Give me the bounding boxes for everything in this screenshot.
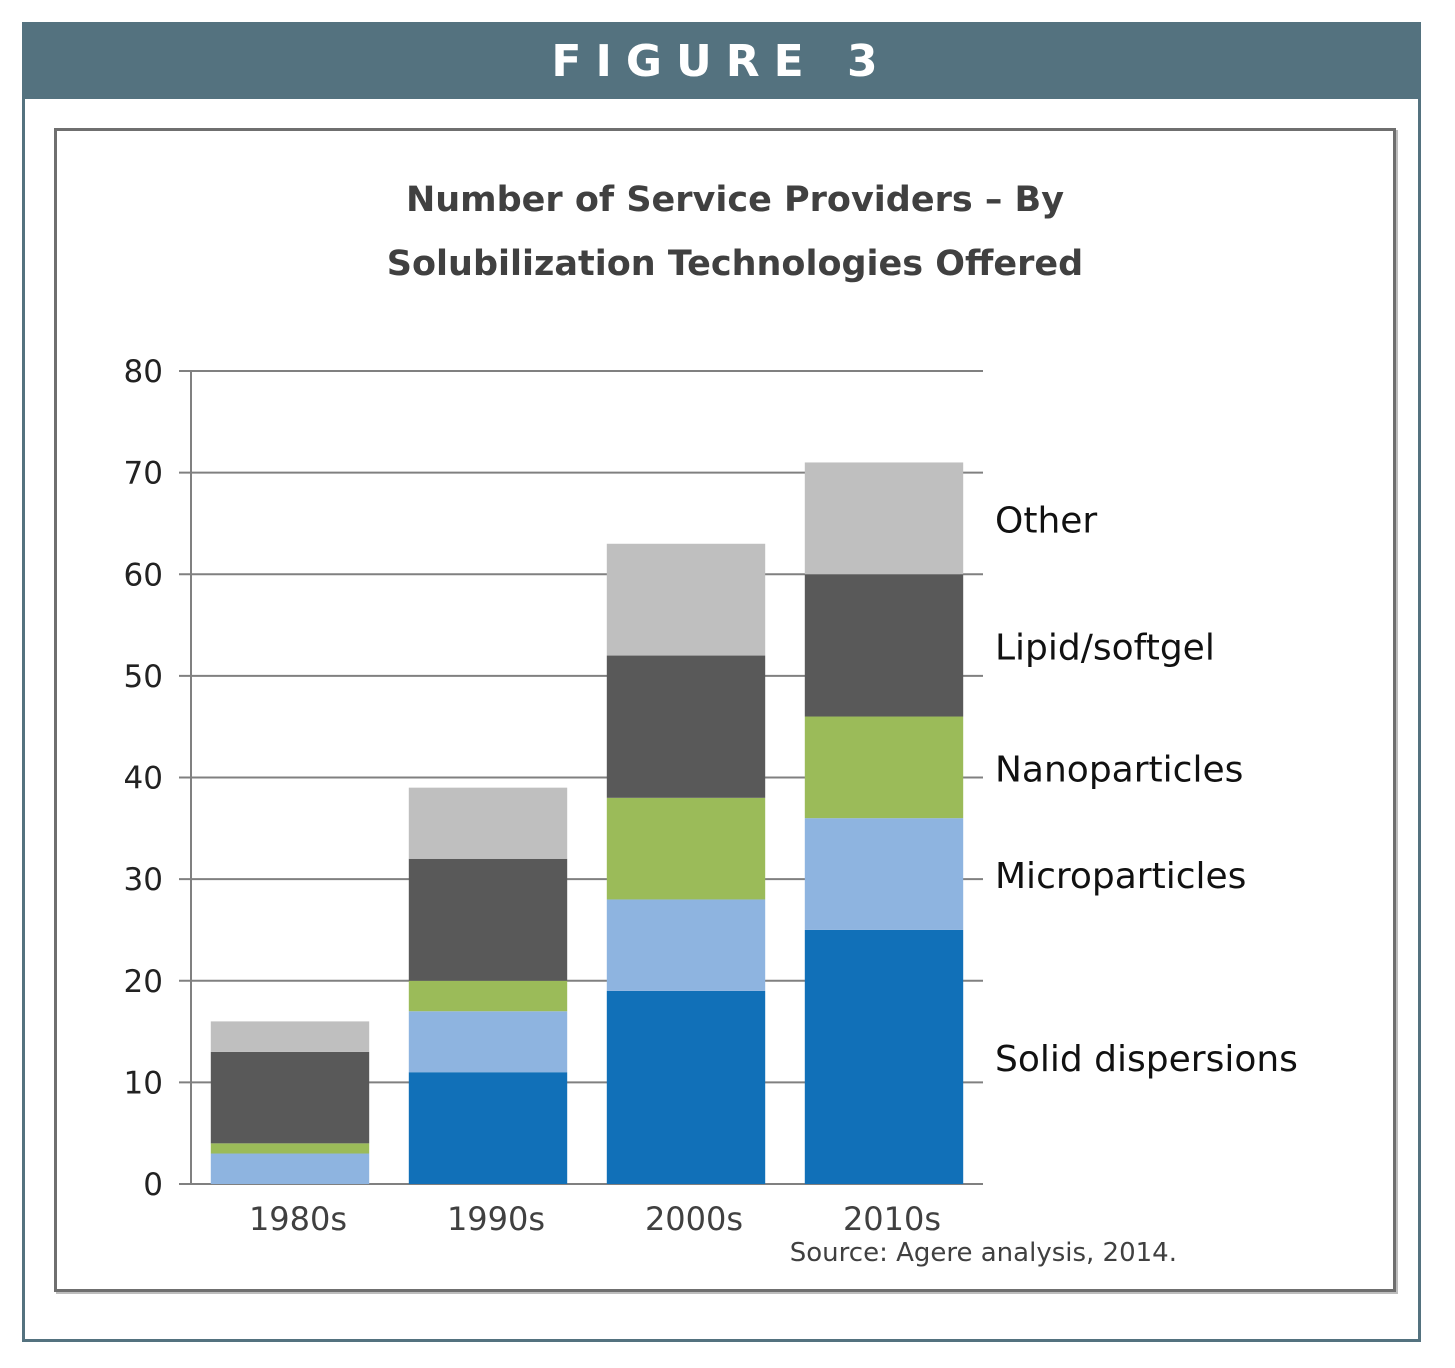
figure-label: FIGURE 3 (25, 25, 1418, 99)
bar-segment (408, 1011, 568, 1073)
bar-segment (804, 716, 964, 819)
bar-segment (606, 990, 766, 1184)
figure-frame: FIGURE 3 Number of Service Providers – B… (22, 22, 1421, 1342)
chart-title-line-2: Solubilization Technologies Offered (387, 244, 1083, 284)
bar-segment (606, 655, 766, 798)
series-label: Solid dispersions (995, 1039, 1298, 1080)
bar-segment (606, 543, 766, 656)
chart-title-line-1: Number of Service Providers – By (406, 180, 1064, 220)
bar-segment (804, 574, 964, 717)
bar-segment (210, 1153, 370, 1184)
y-tick-label: 0 (143, 1167, 163, 1203)
x-category-label: 1980s (249, 1200, 347, 1238)
bar-segment (804, 818, 964, 930)
bar-segment (408, 858, 568, 981)
bar-segment (210, 1143, 370, 1154)
series-label: Other (995, 500, 1097, 541)
bar-segment (408, 787, 568, 859)
bar-segment (408, 980, 568, 1012)
bar-segment (210, 1051, 370, 1144)
series-label: Lipid/softgel (995, 627, 1215, 668)
bar-segment (210, 1021, 370, 1052)
x-category-label: 1990s (447, 1200, 545, 1238)
source-note: Source: Agere analysis, 2014. (790, 1238, 1177, 1268)
bar-segment (804, 929, 964, 1184)
y-tick-label: 30 (124, 862, 163, 898)
y-axis-ticks: 0 10 20 30 40 50 60 70 80 (124, 354, 163, 1203)
y-tick-label: 10 (124, 1065, 163, 1101)
y-tick-label: 50 (124, 659, 163, 695)
bar-segment (606, 899, 766, 991)
bars (210, 462, 964, 1184)
bar-segment (804, 462, 964, 575)
y-tick-label: 70 (124, 456, 163, 492)
segment-labels: Solid dispersions Microparticles Nanoparti… (995, 500, 1298, 1080)
y-tick-label: 80 (124, 354, 163, 390)
x-category-label: 2010s (843, 1200, 941, 1238)
bar-segment (606, 797, 766, 900)
y-tick-label: 60 (124, 557, 163, 593)
x-category-label: 2000s (645, 1200, 743, 1238)
chart-panel: Number of Service Providers – By Solubil… (54, 128, 1396, 1292)
stacked-bar-chart: Number of Service Providers – By Solubil… (124, 180, 1298, 1268)
series-label: Microparticles (995, 856, 1246, 897)
bar-segment (408, 1072, 568, 1184)
series-label: Nanoparticles (995, 749, 1243, 790)
y-tick-label: 40 (124, 761, 163, 797)
x-axis-categories: 1980s 1990s 2000s 2010s (249, 1200, 941, 1238)
y-tick-label: 20 (124, 964, 163, 1000)
